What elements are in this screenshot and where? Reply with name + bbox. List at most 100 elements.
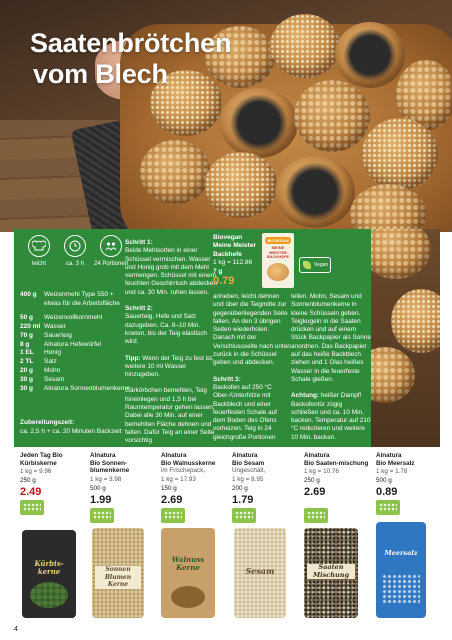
instruction-step: Schritt 2: Sauerteig, Hefe und Salz dazug… bbox=[125, 305, 217, 346]
step-text: teilen. Mohn, Sesam und Sonnenblumenkern… bbox=[291, 293, 371, 383]
package-label: MEINE MEISTER BACKHEFE bbox=[266, 245, 290, 259]
recipe-panel: leicht ca. 3 h 24 Portionen 400 g Weizenm… bbox=[14, 229, 440, 447]
servings-label: 24 Portionen bbox=[94, 261, 129, 267]
product-brand: Alnatura bbox=[232, 452, 258, 459]
product-brand: Jeden Tag Bio bbox=[20, 452, 63, 459]
servings-icon bbox=[100, 235, 122, 257]
product-brand: Alnatura bbox=[161, 452, 187, 459]
bread-roll-image bbox=[362, 118, 438, 190]
ingredient-row: 400 g Weizenmehl Type 550 + etwas für die… bbox=[20, 291, 130, 309]
product-brand: Alnatura bbox=[304, 452, 330, 459]
ingredient-row: 30 g Sesam bbox=[20, 376, 130, 385]
product-weight: 500 g bbox=[90, 484, 106, 492]
ingredient-qty: 30 g bbox=[20, 376, 34, 384]
product-name: Bio Sesam bbox=[232, 459, 265, 467]
product-unit-price: 1 kg = 1.78 bbox=[376, 468, 408, 476]
title-line-1: Saatenbrötchen bbox=[30, 28, 232, 58]
instructions-column-1: Schritt 1: Beide Mehlsorten in einer Schü… bbox=[125, 239, 217, 454]
vegan-badge: Vegan bbox=[299, 257, 331, 273]
eu-organic-logo-icon bbox=[304, 508, 328, 523]
ingredient-name: Weizenmehl Type 550 + etwas für die Arbe… bbox=[44, 291, 120, 307]
seed-mix-package-image: Saaten Mischung bbox=[304, 528, 358, 618]
ingredient-row: 50 g Weizenvollkornmehl bbox=[20, 314, 130, 323]
biovegan-logo: BIOVEGAN bbox=[265, 237, 291, 244]
ingredient-qty: 70 g bbox=[20, 331, 34, 339]
ingredient-name: Sauerteig bbox=[44, 331, 72, 339]
seeds-image bbox=[30, 582, 68, 608]
ingredient-qty: 8 g bbox=[20, 340, 30, 348]
ingredient-name: Wasser bbox=[44, 322, 66, 330]
instruction-step: anheben, leicht dehnen und über die Teig… bbox=[213, 293, 291, 368]
warning-heading: Achtung: bbox=[291, 392, 320, 400]
product-card[interactable]: Alnatura Bio Sonnen-blumenkerne 1 kg = 3… bbox=[90, 452, 160, 618]
salt-crystals-image bbox=[382, 574, 420, 604]
product-unit-price: 1 kg = 10.76 bbox=[304, 468, 339, 476]
featured-price: 0.79 bbox=[213, 275, 235, 288]
ingredient-row: 70 g Sauerteig bbox=[20, 332, 130, 341]
step-text: Sauerteig, Hefe und Salz dazugeben. Ca. … bbox=[125, 313, 207, 346]
product-card[interactable]: Alnatura Bio Saaten-mischung 1 kg = 10.7… bbox=[304, 452, 374, 618]
product-unit-price: 1 kg = 9.96 bbox=[20, 468, 52, 476]
bread-roll-image bbox=[275, 156, 355, 228]
bread-roll-image bbox=[350, 184, 426, 232]
ingredient-row: 2 TL Salz bbox=[20, 358, 130, 367]
product-name: Bio Saaten-mischung bbox=[304, 459, 369, 467]
product-card[interactable]: Alnatura Bio Sesam Ungeschält, 1 kg = 8.… bbox=[232, 452, 302, 618]
featured-unit-price: 1 kg = 112.86 bbox=[213, 259, 253, 267]
prep-time: Zubereitungszeit: ca. 2,5 h + ca. 20 Min… bbox=[20, 419, 135, 436]
package-label: Sesam bbox=[245, 566, 275, 576]
featured-name: Meine Meister Backhefe bbox=[213, 242, 256, 258]
step-text: anheben, leicht dehnen und über die Teig… bbox=[213, 293, 291, 367]
bread-roll-image bbox=[205, 26, 275, 88]
time-meta: ca. 3 h bbox=[58, 235, 92, 267]
package-label: Saaten Mischung bbox=[307, 563, 355, 580]
product-card[interactable]: Alnatura Bio Meersalz 1 kg = 1.78 500 g … bbox=[376, 452, 446, 618]
product-card[interactable]: Alnatura Bio Walnusskerne im Frischepack… bbox=[161, 452, 231, 618]
sea-salt-package-image: Meersalz bbox=[376, 522, 426, 618]
ingredient-row: 220 ml Wasser bbox=[20, 323, 130, 332]
product-name: Bio Sonnen-blumenkerne bbox=[90, 459, 130, 475]
ingredient-qty: 1 EL bbox=[20, 349, 34, 357]
product-variant: Ungeschält, bbox=[232, 467, 266, 475]
difficulty-label: leicht bbox=[31, 261, 46, 267]
eu-organic-logo-icon bbox=[232, 508, 256, 523]
bread-roll-image bbox=[391, 289, 440, 353]
product-weight: 150 g bbox=[161, 484, 177, 492]
ingredient-qty: 30 g bbox=[20, 385, 34, 393]
product-name: Bio Meersalz bbox=[376, 459, 415, 467]
clock-icon bbox=[64, 235, 86, 257]
ingredient-name: Salz bbox=[44, 358, 57, 366]
eu-organic-logo-icon bbox=[90, 508, 114, 523]
step-text: Backofen auf 250 °C Ober-/Unterhitze mit… bbox=[213, 383, 277, 441]
ingredient-qty: 20 g bbox=[20, 367, 34, 375]
sesame-package-image: Sesam bbox=[234, 528, 286, 618]
bread-roll-image bbox=[220, 88, 298, 158]
package-label: Kürbis-kerne bbox=[34, 559, 64, 576]
yeast-package-image: BIOVEGAN MEINE MEISTER BACKHEFE bbox=[262, 233, 294, 288]
featured-brand: Biovegan bbox=[213, 234, 243, 241]
product-price: 1.99 bbox=[90, 493, 112, 506]
ingredient-row: 8 g Alnatura Hefewürfel bbox=[20, 341, 130, 350]
difficulty-meta: leicht bbox=[22, 235, 56, 267]
ingredient-name: Alnatura Hefewürfel bbox=[44, 340, 102, 348]
ingredient-qty: 2 TL bbox=[20, 358, 34, 366]
package-label: Walnuss Kerne bbox=[171, 555, 205, 572]
product-brand: Alnatura bbox=[376, 452, 402, 459]
ingredient-row: 20 g Mohn bbox=[20, 367, 130, 376]
product-price: 2.69 bbox=[161, 493, 183, 506]
instruction-warning: Achtung: heißer Dampf! Backofentür zügig… bbox=[291, 392, 371, 442]
product-brand: Alnatura bbox=[90, 452, 116, 459]
product-weight: 500 g bbox=[376, 477, 392, 485]
package-label: Sonnen Blumen Kerne bbox=[95, 566, 141, 590]
bread-roll-image bbox=[270, 14, 340, 78]
ingredient-name: Sesam bbox=[44, 376, 65, 384]
title-line-2: vom Blech bbox=[33, 59, 168, 89]
pumpkin-seeds-package-image: Kürbis-kerne bbox=[22, 530, 76, 618]
prep-time-value: ca. 2,5 h + ca. 20 Minuten Backzeit bbox=[20, 427, 122, 435]
ingredient-name: Mohn bbox=[44, 367, 61, 375]
ingredient-name: Weizenvollkornmehl bbox=[44, 313, 103, 321]
ingredient-row: 1 EL Honig bbox=[20, 349, 130, 358]
eu-organic-logo-icon bbox=[376, 500, 400, 515]
product-card[interactable]: Jeden Tag Bio Kürbiskerne 1 kg = 9.96 25… bbox=[20, 452, 90, 618]
servings-meta: 24 Portionen bbox=[94, 235, 128, 267]
